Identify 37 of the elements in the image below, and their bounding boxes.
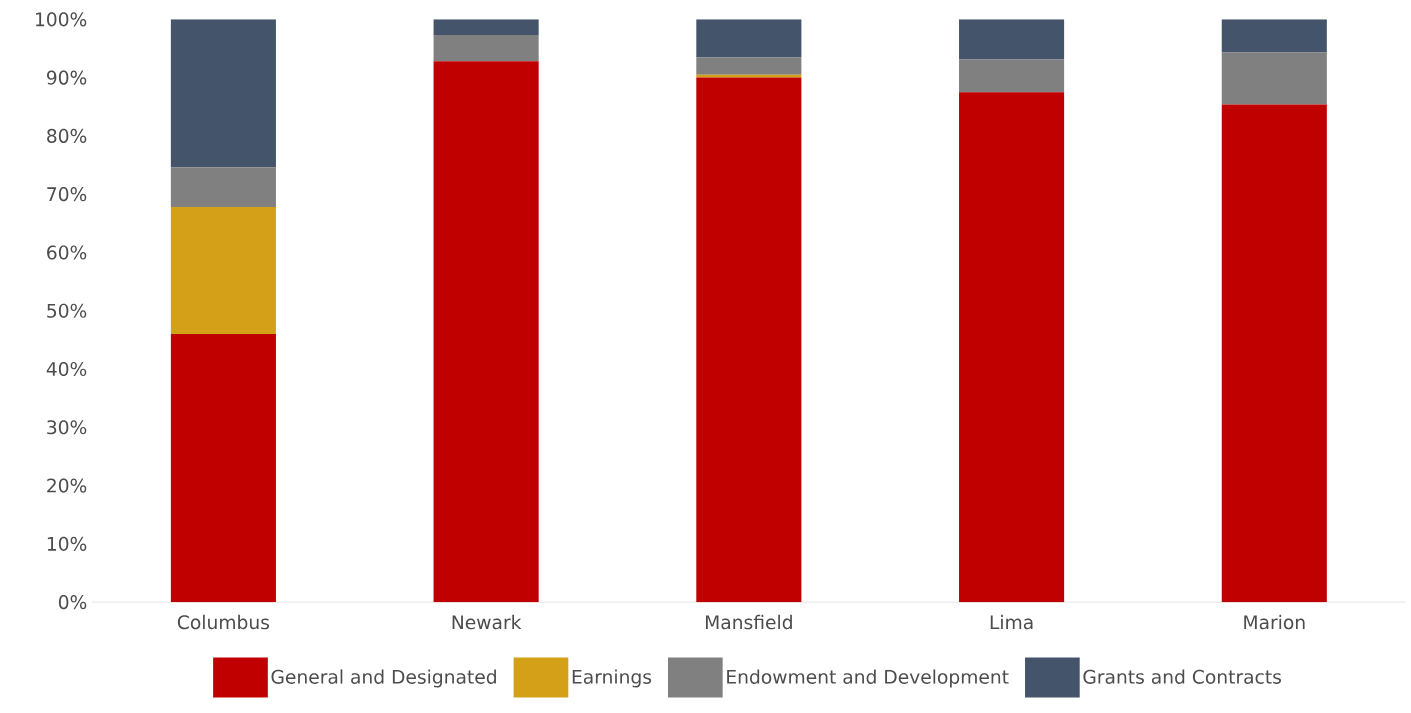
bar bbox=[170, 167, 276, 207]
y-tick-label: 100% bbox=[35, 12, 87, 27]
bar bbox=[170, 333, 276, 602]
bar bbox=[959, 91, 1065, 602]
bar bbox=[696, 74, 802, 78]
y-tick-label: 0% bbox=[58, 594, 87, 609]
bar bbox=[433, 34, 539, 62]
x-tick-label: Mansfield bbox=[705, 614, 792, 630]
y-tick-label: 20% bbox=[47, 478, 87, 493]
bar bbox=[959, 59, 1065, 92]
legend-label: Earnings bbox=[572, 669, 652, 688]
x-tick-label: Marion bbox=[1244, 614, 1305, 630]
x-tick-label: Newark bbox=[452, 614, 522, 630]
x-tick-label: Columbus bbox=[177, 614, 270, 630]
bar bbox=[959, 19, 1065, 60]
bar bbox=[1221, 104, 1327, 602]
bar bbox=[433, 19, 539, 35]
bar bbox=[696, 56, 802, 75]
y-tick-label: 10% bbox=[47, 536, 87, 551]
x-tick-label: Lima bbox=[990, 614, 1033, 630]
y-tick-label: 60% bbox=[47, 245, 87, 260]
legend-label: Endowment and Development bbox=[727, 669, 1009, 688]
bar bbox=[170, 206, 276, 334]
bar bbox=[1221, 52, 1327, 105]
bar bbox=[170, 19, 276, 168]
bar bbox=[433, 61, 539, 602]
y-tick-label: 70% bbox=[47, 186, 87, 201]
y-tick-label: 50% bbox=[47, 303, 87, 318]
legend-label: Grants and Contracts bbox=[1083, 669, 1281, 684]
bar bbox=[696, 19, 802, 57]
y-tick-label: 30% bbox=[47, 419, 87, 435]
bar bbox=[1221, 19, 1327, 53]
bar bbox=[696, 77, 802, 602]
y-tick-label: 80% bbox=[47, 128, 87, 143]
y-tick-label: 40% bbox=[46, 361, 87, 376]
legend-label: General and Designated bbox=[271, 669, 496, 688]
y-tick-label: 90% bbox=[46, 70, 87, 85]
